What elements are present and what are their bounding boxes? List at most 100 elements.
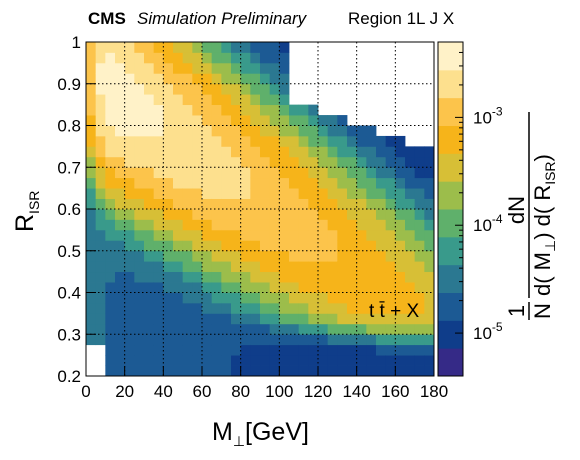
heatmap-cell xyxy=(153,115,164,126)
heatmap-cell xyxy=(337,125,348,137)
heatmap-cell xyxy=(221,344,232,356)
heatmap-cell xyxy=(308,104,319,116)
heatmap-cell xyxy=(260,156,271,168)
heatmap-cell xyxy=(366,344,377,356)
heatmap-cell xyxy=(231,355,242,366)
heatmap-cell xyxy=(298,188,309,199)
heatmap-cell xyxy=(260,94,271,106)
heatmap-cell xyxy=(115,365,126,377)
heatmap-cell xyxy=(405,229,416,241)
heatmap-cell xyxy=(134,135,145,147)
heatmap-cell xyxy=(124,261,135,273)
heatmap-cell xyxy=(202,355,213,366)
heatmap-cell xyxy=(279,313,290,325)
heatmap-cell xyxy=(318,209,329,220)
heatmap-cell xyxy=(134,115,145,126)
heatmap-cell xyxy=(144,42,155,53)
heatmap-cell xyxy=(298,271,309,283)
heatmap-cell xyxy=(318,146,329,158)
heatmap-cell xyxy=(202,219,213,231)
heatmap-cell xyxy=(289,198,300,210)
heatmap-cell xyxy=(308,209,319,220)
heatmap-cell xyxy=(279,240,290,252)
heatmap-cell xyxy=(202,73,213,85)
heatmap-cell xyxy=(318,219,329,231)
heatmap-cell xyxy=(173,115,184,126)
heatmap-cell xyxy=(221,177,232,189)
heatmap-cell xyxy=(105,271,116,283)
heatmap-cell xyxy=(347,355,358,366)
heatmap-cell xyxy=(356,344,367,356)
heatmap-cell xyxy=(163,52,174,64)
heatmap-cells xyxy=(86,42,435,377)
heatmap-cell xyxy=(163,302,174,314)
heatmap-cell xyxy=(124,177,135,189)
heatmap-cell xyxy=(105,209,116,220)
heatmap-cell xyxy=(240,355,251,366)
heatmap-cell xyxy=(424,198,435,210)
heatmap-cell xyxy=(163,73,174,85)
heatmap-cell xyxy=(134,177,145,189)
heatmap-cell xyxy=(347,292,358,304)
heatmap-cell xyxy=(115,167,126,179)
heatmap-cell xyxy=(221,198,232,210)
heatmap-cell xyxy=(124,344,135,356)
heatmap-cell xyxy=(327,292,338,304)
heatmap-cell xyxy=(115,302,126,314)
heatmap-cell xyxy=(298,344,309,356)
heatmap-cell xyxy=(308,323,319,335)
heatmap-cell xyxy=(173,219,184,231)
heatmap-cell xyxy=(202,115,213,126)
heatmap-cell xyxy=(202,188,213,199)
heatmap-cell xyxy=(289,271,300,283)
heatmap-cell xyxy=(240,334,251,346)
heatmap-cell xyxy=(405,282,416,293)
heatmap-cell xyxy=(405,313,416,325)
heatmap-cell xyxy=(115,219,126,231)
heatmap-cell xyxy=(153,302,164,314)
heatmap-cell xyxy=(192,94,203,106)
heatmap-cell xyxy=(327,125,338,137)
heatmap-cell xyxy=(289,365,300,377)
heatmap-cell xyxy=(221,42,232,53)
heatmap-cell xyxy=(153,250,164,262)
heatmap-cell xyxy=(414,188,425,199)
x-tick-label: 80 xyxy=(231,382,250,401)
heatmap-cell xyxy=(240,313,251,325)
heatmap-cell xyxy=(376,209,387,220)
heatmap-cell xyxy=(153,240,164,252)
heatmap-cell xyxy=(211,209,222,220)
heatmap-cell xyxy=(269,355,280,366)
region-label: Region 1L J X xyxy=(348,9,454,28)
heatmap-cell xyxy=(86,146,97,158)
heatmap-cell xyxy=(173,177,184,189)
heatmap-cell xyxy=(298,219,309,231)
heatmap-cell xyxy=(221,365,232,377)
heatmap-cell xyxy=(385,156,396,168)
y-tick-label: 0.7 xyxy=(57,158,81,177)
heatmap-cell xyxy=(231,344,242,356)
heatmap-cell xyxy=(347,229,358,241)
heatmap-cell xyxy=(424,229,435,241)
heatmap-cell xyxy=(260,146,271,158)
heatmap-cell xyxy=(173,156,184,168)
heatmap-cell xyxy=(395,209,406,220)
heatmap-cell xyxy=(424,188,435,199)
heatmap-cell xyxy=(327,156,338,168)
heatmap-cell xyxy=(124,167,135,179)
heatmap-cell xyxy=(395,167,406,179)
heatmap-cell xyxy=(385,271,396,283)
x-tick-label: 20 xyxy=(115,382,134,401)
heatmap-cell xyxy=(424,292,435,304)
heatmap-cell xyxy=(279,135,290,147)
heatmap-cell xyxy=(173,94,184,106)
heatmap-cell xyxy=(202,52,213,64)
heatmap-cell xyxy=(289,104,300,116)
heatmap-cell xyxy=(337,177,348,189)
heatmap-cell xyxy=(240,271,251,283)
heatmap-cell xyxy=(405,240,416,252)
heatmap-cell xyxy=(115,83,126,95)
heatmap-cell xyxy=(318,313,329,325)
heatmap-cell xyxy=(424,271,435,283)
heatmap-cell xyxy=(134,94,145,106)
